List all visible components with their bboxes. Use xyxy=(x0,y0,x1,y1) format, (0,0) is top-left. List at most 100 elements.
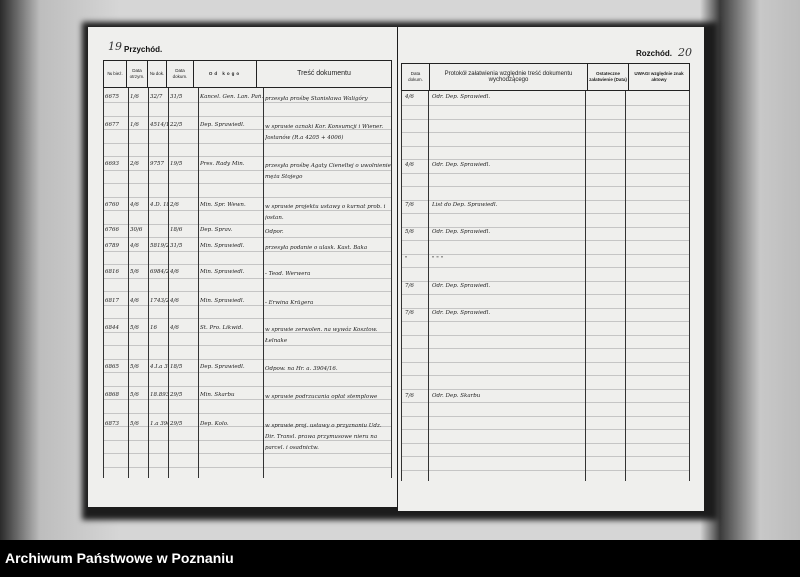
ruled-line xyxy=(103,358,392,360)
document-number: 1743/2 xyxy=(150,298,168,304)
entry-number: 6789 xyxy=(105,243,119,249)
ruled-line xyxy=(401,226,690,228)
ruled-line xyxy=(103,102,392,103)
received-date: 5/6 xyxy=(130,325,139,331)
ruled-line xyxy=(401,159,690,160)
document-content: w sprawie zerwolen. na wywóz Kosztow. Łe… xyxy=(265,327,378,344)
document-date: 18/6 xyxy=(170,227,183,233)
ruled-line xyxy=(103,250,392,252)
ruled-line xyxy=(401,334,690,336)
ruled-line xyxy=(103,466,392,468)
ruled-line xyxy=(401,388,690,390)
document-date: 31/5 xyxy=(170,94,183,100)
archive-footer: Archiwum Państwowe w Poznaniu xyxy=(0,540,800,577)
document-date: 4/6 xyxy=(170,325,179,331)
document-content: Odpor. xyxy=(265,229,284,235)
ruled-line xyxy=(401,199,690,201)
document-date: 18/5 xyxy=(170,364,183,370)
outgoing-date: " xyxy=(405,256,408,262)
column-rule xyxy=(689,91,690,481)
ruled-line xyxy=(401,172,690,174)
left-page-number: 19 xyxy=(108,40,122,53)
sender: Dep. Kolo. xyxy=(200,421,229,427)
ruled-line xyxy=(103,372,392,373)
ruled-line xyxy=(401,145,690,147)
entry-number: 6844 xyxy=(105,325,119,331)
ruled-line xyxy=(103,304,392,306)
document-content: w sprawie proj. ustawy o przyznaniu Udz.… xyxy=(265,423,382,451)
sender: Dep. Sprawiedl. xyxy=(200,122,245,128)
column-rule xyxy=(103,88,104,478)
ruled-line xyxy=(103,399,392,400)
ruled-line xyxy=(103,156,392,157)
ruled-line xyxy=(401,469,690,471)
sender: Min. Sprawiedl. xyxy=(200,269,245,275)
ruled-line xyxy=(103,237,392,238)
ruled-line xyxy=(103,291,392,292)
outgoing-date: 7/6 xyxy=(405,393,414,399)
right-page-title: Rozchód. xyxy=(636,49,672,58)
ruled-line xyxy=(103,210,392,211)
ruled-line xyxy=(401,429,690,430)
received-date: 5/6 xyxy=(130,421,139,427)
entry-number: 6766 xyxy=(105,227,119,233)
ruled-line xyxy=(401,348,690,349)
document-number: 16 xyxy=(150,325,157,331)
ruled-line xyxy=(103,264,392,265)
ruled-line xyxy=(401,186,690,187)
ruled-line xyxy=(401,456,690,457)
sender: Kancel. Gen. Lan. Pań. xyxy=(200,94,263,100)
outgoing-protocol: Odr. Dep. Sprawiedl. xyxy=(432,283,491,289)
received-date: 5/6 xyxy=(130,392,139,398)
column-rule xyxy=(263,88,264,478)
outgoing-protocol: List do Dep. Sprawiedl. xyxy=(432,202,498,208)
received-date: 5/6 xyxy=(130,364,139,370)
ruled-line xyxy=(103,345,392,346)
document-content: - Erwina Krügera xyxy=(265,300,314,306)
outgoing-date: 7/6 xyxy=(405,310,414,316)
outgoing-protocol: Odr. Dep. Skarbu xyxy=(432,393,481,399)
received-date: 2/6 xyxy=(130,161,139,167)
entry-number: 6817 xyxy=(105,298,119,304)
entry-number: 6693 xyxy=(105,161,119,167)
document-content: przesyła podanie o ulask. Kast. Baka xyxy=(265,245,368,251)
document-date: 4/6 xyxy=(170,298,179,304)
received-date: 4/6 xyxy=(130,202,139,208)
document-date: 2/6 xyxy=(170,202,179,208)
sender: Pres. Rady Min. xyxy=(200,161,245,167)
col-header: Data otrzym. xyxy=(126,60,148,88)
ruled-line xyxy=(401,307,690,309)
ruled-line xyxy=(401,132,690,133)
column-rule xyxy=(428,91,429,481)
outgoing-date: 7/6 xyxy=(405,283,414,289)
document-number: 4514/1057 xyxy=(150,122,168,128)
document-number: 6984/2 xyxy=(150,269,168,275)
ruled-line xyxy=(103,453,392,454)
left-page: 19 Przychód. № bież. Data otrzym. № dok.… xyxy=(88,27,397,507)
col-header: Ostateczne załatwienie (Data) xyxy=(587,63,629,91)
outgoing-protocol: Odr. Dep. Sprawiedl. xyxy=(432,94,491,100)
document-date: 29/5 xyxy=(170,392,183,398)
col-header: № dok. xyxy=(147,60,167,88)
archive-name: Archiwum Państwowe w Poznaniu xyxy=(5,550,234,566)
col-header: Od kogo xyxy=(193,60,257,88)
sender: Min. Sprawiedl. xyxy=(200,298,245,304)
ruled-line xyxy=(103,223,392,225)
ruled-line xyxy=(103,412,392,414)
column-rule xyxy=(401,91,402,481)
document-number: 4.I.a 3904/2 xyxy=(150,364,168,370)
ruled-line xyxy=(103,129,392,130)
received-date: 30/6 xyxy=(130,227,143,233)
document-date: 19/5 xyxy=(170,161,183,167)
left-ledger-body: 6675 1/6 32/7 31/5 Kancel. Gen. Lan. Pań. prz… xyxy=(103,88,392,478)
document-number: 9757 xyxy=(150,161,164,167)
ruled-line xyxy=(401,375,690,376)
ruled-line xyxy=(401,213,690,214)
sender: St. Pro. Likwid. xyxy=(200,325,243,331)
entry-number: 6873 xyxy=(105,421,119,427)
outgoing-date: 7/6 xyxy=(405,202,414,208)
document-date: 29/5 xyxy=(170,421,183,427)
ruled-line xyxy=(401,118,690,120)
entry-number: 6868 xyxy=(105,392,119,398)
ruled-line xyxy=(103,385,392,387)
